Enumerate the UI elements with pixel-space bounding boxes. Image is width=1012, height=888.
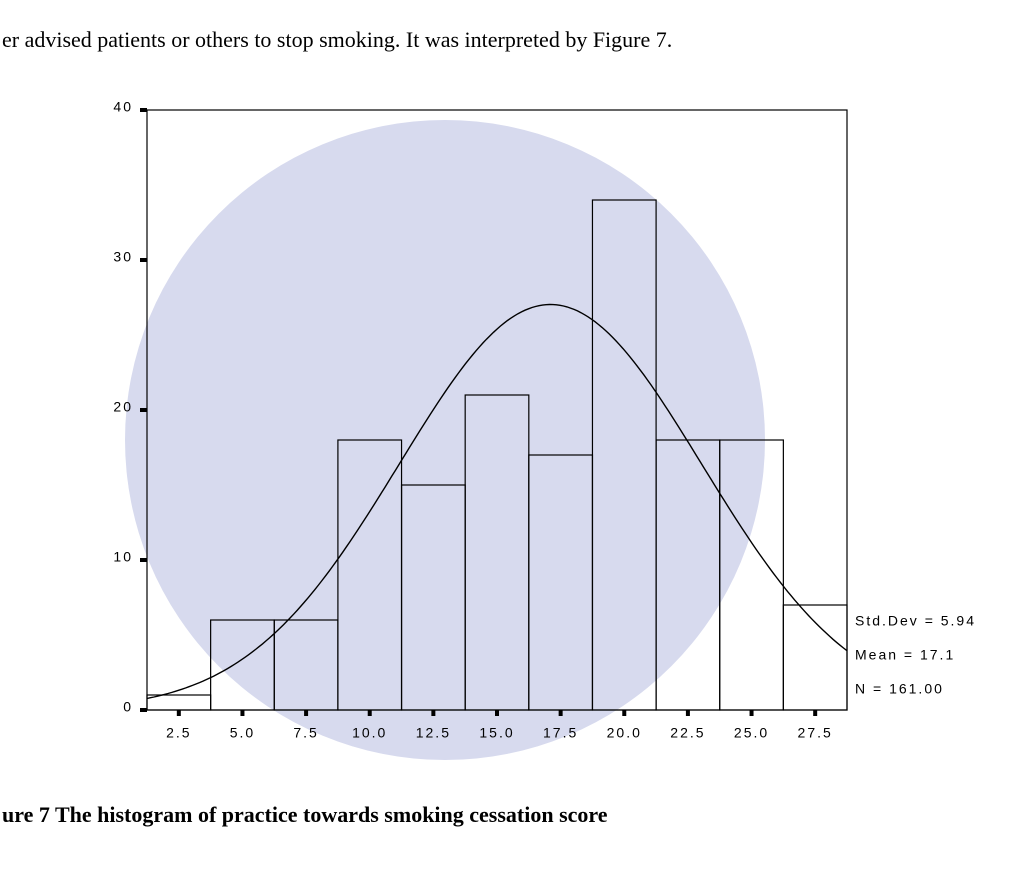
stat-label: Mean = 17.1 bbox=[855, 647, 955, 663]
bar bbox=[782, 604, 848, 711]
y-tick-label: 20 bbox=[113, 399, 133, 415]
watermark bbox=[125, 120, 765, 760]
x-tick-label: 12.5 bbox=[416, 725, 451, 741]
x-tick-label: 25.0 bbox=[734, 725, 769, 741]
y-tick-label: 0 bbox=[123, 699, 133, 715]
x-tick-label: 15.0 bbox=[479, 725, 514, 741]
x-tick-label: 10.0 bbox=[352, 725, 387, 741]
stat-label: Std.Dev = 5.94 bbox=[855, 613, 976, 629]
figure-caption: ure 7 The histogram of practice towards … bbox=[2, 802, 608, 827]
body-text: er advised patients or others to stop sm… bbox=[2, 27, 672, 52]
bar bbox=[146, 694, 212, 711]
x-tick-label: 2.5 bbox=[166, 725, 191, 741]
x-tick-label: 5.0 bbox=[230, 725, 255, 741]
x-tick-label: 27.5 bbox=[798, 725, 833, 741]
x-tick-label: 7.5 bbox=[293, 725, 318, 741]
x-tick-label: 17.5 bbox=[543, 725, 578, 741]
x-tick-label: 22.5 bbox=[670, 725, 705, 741]
normal-curve bbox=[146, 303, 848, 700]
bar bbox=[719, 439, 784, 711]
y-tick-label: 10 bbox=[113, 549, 133, 565]
y-tick-label: 30 bbox=[113, 249, 133, 265]
y-tick-label: 40 bbox=[113, 99, 133, 115]
stat-label: N = 161.00 bbox=[855, 681, 944, 697]
x-tick-label: 20.0 bbox=[607, 725, 642, 741]
